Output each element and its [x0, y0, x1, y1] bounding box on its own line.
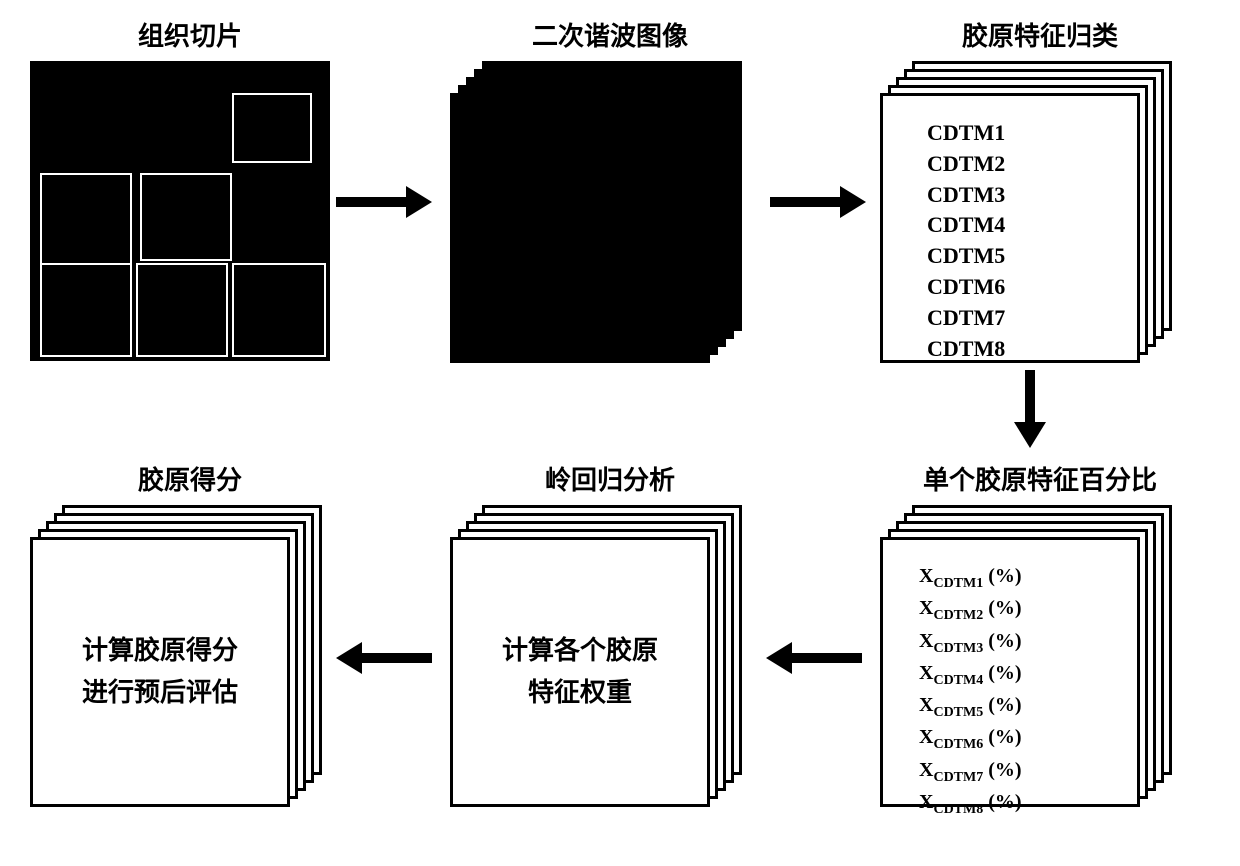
feature-item: CDTM8 [927, 334, 1117, 365]
feature-item: CDTM3 [927, 180, 1117, 211]
feature-item: CDTM5 [927, 241, 1117, 272]
stack-card-front: XCDTM1 (%) XCDTM2 (%) XCDTM3 (%) XCDTM4 … [880, 537, 1140, 807]
stack-card-front: 计算胶原得分 进行预后评估 [30, 537, 290, 807]
percent-item: XCDTM1 (%) [919, 562, 1117, 594]
percent-item: XCDTM2 (%) [919, 594, 1117, 626]
roi-0 [40, 173, 132, 265]
percent-item: XCDTM6 (%) [919, 723, 1117, 755]
percent-item: XCDTM8 (%) [919, 788, 1117, 820]
x-sub: CDTM2 [933, 608, 983, 623]
percent-item: XCDTM3 (%) [919, 627, 1117, 659]
arrow-head-icon [840, 186, 866, 218]
percent-stack: XCDTM1 (%) XCDTM2 (%) XCDTM3 (%) XCDTM4 … [880, 505, 1180, 825]
ridge-line: 特征权重 [502, 672, 658, 714]
x-prefix: X [919, 662, 933, 684]
x-suffix: (%) [983, 662, 1021, 684]
flowchart-canvas: 组织切片 二次谐波图像 胶原特征归类 [0, 0, 1240, 866]
ridge-line: 计算各个胶原 [502, 630, 658, 672]
title-percent: 单个胶原特征百分比 [880, 460, 1200, 497]
score-text: 计算胶原得分 进行预后评估 [33, 540, 287, 804]
x-sub: CDTM5 [933, 705, 983, 720]
arrow-shaft [770, 197, 840, 207]
x-sub: CDTM1 [933, 576, 983, 591]
roi-1 [140, 173, 232, 261]
title-shg: 二次谐波图像 [450, 16, 770, 53]
ridge-text: 计算各个胶原 特征权重 [453, 540, 707, 804]
arrow-tissue-to-shg [336, 186, 432, 218]
x-suffix: (%) [983, 791, 1021, 813]
roi-5 [232, 93, 312, 163]
arrow-shaft [362, 653, 432, 663]
features-stack: CDTM1 CDTM2 CDTM3 CDTM4 CDTM5 CDTM6 CDTM… [880, 61, 1180, 381]
arrow-head-icon [766, 642, 792, 674]
roi-3 [136, 263, 228, 357]
roi-4 [232, 263, 326, 357]
node-percent: 单个胶原特征百分比 XCDTM1 (%) XCDTM2 (%) XCDTM3 (… [880, 460, 1200, 825]
percent-list: XCDTM1 (%) XCDTM2 (%) XCDTM3 (%) XCDTM4 … [883, 540, 1137, 842]
feature-item: CDTM1 [927, 118, 1117, 149]
x-sub: CDTM6 [933, 737, 983, 752]
x-prefix: X [919, 791, 933, 813]
x-prefix: X [919, 726, 933, 748]
x-prefix: X [919, 759, 933, 781]
x-prefix: X [919, 630, 933, 652]
x-suffix: (%) [983, 630, 1021, 652]
features-list: CDTM1 CDTM2 CDTM3 CDTM4 CDTM5 CDTM6 CDTM… [883, 96, 1137, 386]
shg-card [450, 93, 710, 363]
arrow-head-icon [1014, 422, 1046, 448]
arrow-percent-to-ridge [766, 642, 862, 674]
x-suffix: (%) [983, 726, 1021, 748]
x-sub: CDTM8 [933, 802, 983, 817]
node-shg: 二次谐波图像 [450, 16, 770, 381]
tissue-image [30, 61, 330, 361]
score-line: 进行预后评估 [82, 672, 238, 714]
feature-item: CDTM2 [927, 149, 1117, 180]
score-line: 计算胶原得分 [82, 630, 238, 672]
arrow-head-icon [336, 642, 362, 674]
x-prefix: X [919, 597, 933, 619]
feature-item: CDTM4 [927, 210, 1117, 241]
node-tissue: 组织切片 [30, 16, 350, 361]
percent-item: XCDTM7 (%) [919, 756, 1117, 788]
x-suffix: (%) [983, 694, 1021, 716]
arrow-shaft [792, 653, 862, 663]
x-prefix: X [919, 565, 933, 587]
feature-item: CDTM7 [927, 303, 1117, 334]
score-stack: 计算胶原得分 进行预后评估 [30, 505, 330, 825]
node-ridge: 岭回归分析 计算各个胶原 特征权重 [450, 460, 770, 825]
x-prefix: X [919, 694, 933, 716]
arrow-head-icon [406, 186, 432, 218]
title-features: 胶原特征归类 [880, 16, 1200, 53]
title-score: 胶原得分 [30, 460, 350, 497]
feature-item: CDTM6 [927, 272, 1117, 303]
percent-item: XCDTM5 (%) [919, 691, 1117, 723]
x-suffix: (%) [983, 597, 1021, 619]
shg-stack [450, 61, 750, 381]
x-suffix: (%) [983, 565, 1021, 587]
roi-2 [40, 263, 132, 357]
x-suffix: (%) [983, 759, 1021, 781]
arrow-ridge-to-score [336, 642, 432, 674]
percent-item: XCDTM4 (%) [919, 659, 1117, 691]
x-sub: CDTM4 [933, 673, 983, 688]
title-ridge: 岭回归分析 [450, 460, 770, 497]
stack-card-front: 计算各个胶原 特征权重 [450, 537, 710, 807]
node-score: 胶原得分 计算胶原得分 进行预后评估 [30, 460, 350, 825]
ridge-stack: 计算各个胶原 特征权重 [450, 505, 750, 825]
x-sub: CDTM3 [933, 641, 983, 656]
stack-card-front: CDTM1 CDTM2 CDTM3 CDTM4 CDTM5 CDTM6 CDTM… [880, 93, 1140, 363]
arrow-shaft [336, 197, 406, 207]
node-features: 胶原特征归类 CDTM1 CDTM2 CDTM3 CDTM4 CDTM5 CDT… [880, 16, 1200, 381]
arrow-shg-to-features [770, 186, 866, 218]
x-sub: CDTM7 [933, 770, 983, 785]
title-tissue: 组织切片 [30, 16, 350, 53]
